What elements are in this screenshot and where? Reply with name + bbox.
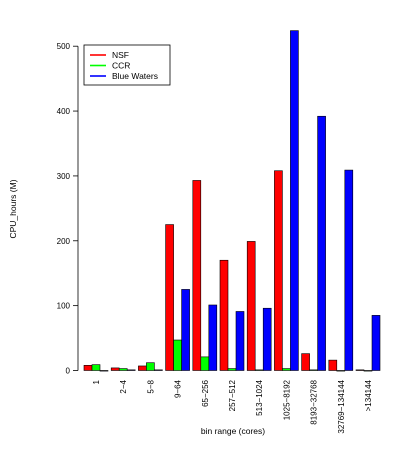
- bar-ccr: [254, 369, 264, 371]
- x-tick-label: 2−4: [119, 379, 128, 393]
- bar-nsf: [246, 241, 256, 371]
- bar-ccr: [363, 370, 373, 372]
- bar-blue-waters: [290, 30, 299, 371]
- bar-blue-waters: [235, 311, 245, 371]
- bar-ccr: [282, 368, 291, 371]
- bars: [83, 30, 381, 372]
- bar-blue-waters: [208, 304, 218, 371]
- bar-blue-waters: [371, 315, 381, 371]
- bar-nsf: [219, 259, 229, 371]
- x-tick-label: 5−8: [146, 379, 155, 393]
- bar-nsf: [83, 365, 93, 371]
- bar-nsf: [165, 224, 174, 371]
- legend-label: NSF: [112, 50, 129, 60]
- x-tick-label: 1: [92, 379, 101, 384]
- bar-ccr: [91, 364, 101, 371]
- x-tick-label: >134144: [364, 379, 373, 411]
- y-tick-label: 500: [57, 42, 71, 51]
- y-tick-label: 100: [57, 302, 71, 311]
- bar-nsf: [110, 367, 120, 371]
- y-axis: 0 100 200 300 400 500: [57, 42, 79, 376]
- y-axis-label: CPU_hours (M): [8, 179, 18, 238]
- y-tick-label: 300: [57, 172, 71, 181]
- legend-label: CCR: [112, 61, 130, 71]
- bar-nsf: [274, 170, 283, 371]
- bar-ccr: [309, 369, 318, 371]
- bar-blue-waters: [344, 169, 354, 371]
- bar-ccr: [200, 356, 210, 371]
- x-tick-label: 8193−32768: [310, 379, 319, 424]
- bar-blue-waters: [154, 369, 163, 371]
- bar-ccr: [227, 368, 237, 371]
- bar-nsf: [328, 359, 338, 371]
- x-tick-label: 32769−134144: [337, 379, 346, 433]
- bar-nsf: [192, 180, 202, 371]
- bar-ccr: [118, 368, 128, 371]
- x-tick-label: 513−1024: [255, 379, 264, 415]
- x-tick-label: 9−64: [174, 379, 183, 398]
- x-tick-labels: 1 2−4 5−8 9−64 65−256 257−512 513−1024 1025−819…: [92, 379, 373, 433]
- y-tick-label: 200: [57, 237, 71, 246]
- x-axis-label: bin range (cores): [201, 426, 265, 436]
- bar-blue-waters: [181, 289, 190, 371]
- legend-label: Blue Waters: [112, 71, 158, 81]
- bar-ccr: [336, 370, 346, 372]
- bar-ccr: [146, 362, 155, 371]
- bar-nsf: [138, 365, 147, 371]
- x-tick-label: 65−256: [201, 379, 210, 406]
- bar-blue-waters: [126, 369, 136, 371]
- y-tick-label: 400: [57, 107, 71, 116]
- bar-nsf: [355, 369, 365, 371]
- bar-blue-waters: [262, 307, 272, 371]
- x-tick-label: 1025−8192: [282, 379, 291, 420]
- bar-blue-waters: [317, 115, 326, 371]
- x-tick-label: 257−512: [228, 379, 237, 411]
- bar-nsf: [301, 353, 310, 371]
- bar-blue-waters: [99, 370, 109, 372]
- y-tick-label: 0: [66, 367, 71, 376]
- bar-ccr: [173, 339, 182, 371]
